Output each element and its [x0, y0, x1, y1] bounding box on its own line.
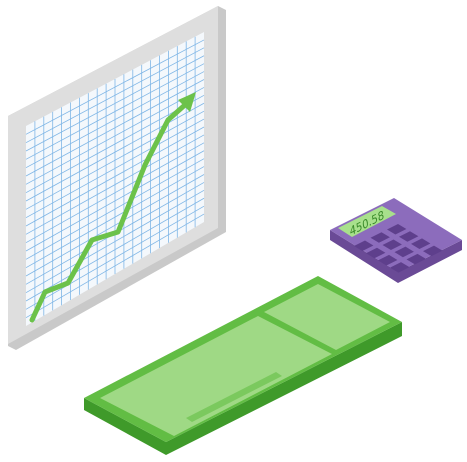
grid-line: [25, 63, 205, 160]
calculator-key: [399, 231, 419, 242]
keyboard: [84, 276, 402, 455]
calculator-key: [354, 240, 374, 252]
grid-line: [25, 174, 205, 277]
grid-line: [25, 87, 205, 185]
calculator: 450.58: [330, 198, 462, 283]
grid: [25, 36, 205, 321]
grid-line: [25, 205, 205, 310]
calculator-key: [423, 245, 443, 257]
grid-line: [25, 55, 205, 152]
calculator-key: [387, 224, 407, 235]
calculator-key: [394, 246, 414, 258]
grid-line: [25, 189, 205, 294]
grid-line: [25, 142, 205, 244]
calculator-side: [330, 230, 462, 283]
grid-line: [25, 47, 205, 144]
grid-line: [25, 158, 205, 260]
trend-line: [29, 101, 189, 323]
calculator-keys: [354, 224, 443, 273]
trend-arrowhead: [178, 92, 196, 112]
grid-line: [25, 102, 205, 202]
grid-line: [25, 39, 205, 135]
chart-board: [8, 6, 226, 350]
grid-line: [25, 166, 205, 269]
grid-line: [25, 213, 205, 319]
grid-line: [25, 71, 205, 169]
calculator-key: [382, 239, 402, 250]
grid-line: [25, 110, 205, 210]
grid-line: [25, 126, 205, 227]
calculator-key: [370, 232, 390, 243]
grid-line: [25, 134, 205, 235]
grid-line: [25, 118, 205, 219]
calculator-key: [366, 247, 386, 259]
grid-line: [25, 197, 205, 302]
grid-line: [25, 79, 205, 177]
calculator-key: [390, 262, 410, 273]
calculator-key: [406, 253, 426, 265]
grid-line: [25, 150, 205, 252]
calculator-display: [338, 206, 396, 237]
calculator-key: [411, 238, 431, 249]
keyboard-pad-left: [100, 316, 332, 436]
keyboard-pad-right: [264, 284, 390, 350]
calculator-key: [378, 254, 398, 266]
keyboard-spacebar: [186, 372, 282, 422]
